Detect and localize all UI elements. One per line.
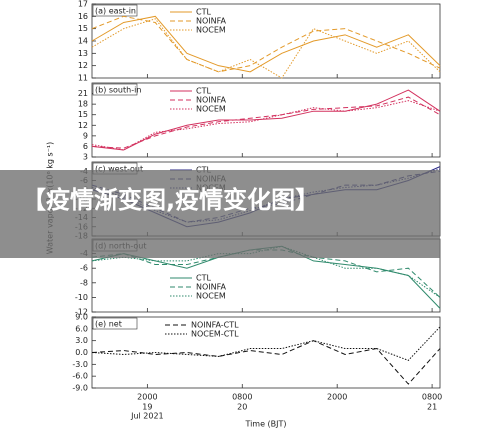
- y-tick-label: 6: [83, 142, 88, 151]
- legend-label: NOCEM: [196, 292, 226, 301]
- panel-frame: [91, 82, 441, 158]
- y-tick-label: 21: [78, 89, 88, 98]
- y-tick-label: -10: [75, 293, 88, 302]
- y-tick-label: -6.0: [72, 372, 88, 381]
- panel-label: (a) east-in: [95, 7, 136, 16]
- y-tick-label: 9.0: [75, 313, 88, 322]
- panel-label-box: [92, 317, 138, 330]
- y-tick-label: -6: [80, 264, 88, 273]
- y-tick-label: -8: [80, 278, 88, 287]
- x-month-label: Jul 2021: [130, 412, 164, 421]
- series-line: [91, 96, 441, 149]
- panel-label-box: [92, 4, 138, 17]
- x-date-label: 21: [427, 403, 437, 412]
- y-tick-label: 13: [78, 49, 88, 58]
- legend-label: NOINFA: [196, 96, 226, 105]
- panel-label: (e) net: [95, 320, 122, 329]
- y-tick-label: 15: [78, 110, 88, 119]
- banner-text: 【疫情渐变图,疫情变化图】: [22, 186, 320, 214]
- x-axis-label: Time (BJT): [244, 420, 286, 429]
- y-tick-label: 15: [78, 24, 88, 33]
- y-tick-label: 14: [78, 37, 88, 46]
- legend-label: NOCEM: [196, 26, 226, 35]
- x-tick-label: 0800: [232, 393, 252, 402]
- y-tick-label: 16: [78, 12, 88, 21]
- y-tick-label: 0.0: [75, 348, 88, 357]
- y-tick-label: 17: [78, 0, 88, 9]
- y-tick-label: 3: [83, 153, 88, 162]
- y-tick-label: 6.0: [75, 324, 88, 333]
- x-tick-label: 0800: [422, 393, 442, 402]
- legend-label: CTL: [196, 274, 211, 283]
- x-date-label: 20: [237, 403, 247, 412]
- x-tick-label: 2000: [137, 393, 157, 402]
- panel-label-box: [92, 83, 138, 96]
- panel-label: (b) south-in: [95, 86, 141, 95]
- x-tick-label: 2000: [327, 393, 347, 402]
- series-line: [91, 89, 441, 151]
- y-tick-label: -12: [75, 308, 88, 317]
- series-line: [91, 15, 441, 73]
- y-tick-label: -9.0: [72, 384, 88, 393]
- panel-frame: [91, 3, 441, 79]
- y-tick-label: 11: [78, 74, 88, 83]
- legend-label: NOINFA-CTL: [191, 321, 239, 330]
- x-date-label: 19: [142, 403, 152, 412]
- panel-label: (c) west-out: [95, 165, 143, 174]
- legend-label: NOCEM: [196, 105, 226, 114]
- banner: 【疫情渐变图,疫情变化图】: [0, 170, 440, 258]
- legend-label: CTL: [196, 8, 211, 17]
- series-line: [91, 340, 441, 385]
- y-tick-label: 3.0: [75, 336, 88, 345]
- series-line: [91, 100, 441, 151]
- y-tick-label: 18: [78, 100, 88, 109]
- panel-frame: [91, 316, 441, 389]
- series-line: [91, 18, 441, 79]
- y-tick-label: 9: [83, 131, 88, 140]
- series-line: [91, 245, 441, 298]
- legend-label: NOCEM-CTL: [191, 330, 239, 339]
- legend-label: NOINFA: [196, 17, 226, 26]
- y-tick-label: 12: [78, 61, 88, 70]
- series-line: [91, 15, 441, 73]
- y-tick-label: 12: [78, 121, 88, 130]
- legend-label: CTL: [196, 87, 211, 96]
- series-line: [91, 326, 441, 361]
- legend-label: NOINFA: [196, 283, 226, 292]
- y-tick-label: -3.0: [72, 360, 88, 369]
